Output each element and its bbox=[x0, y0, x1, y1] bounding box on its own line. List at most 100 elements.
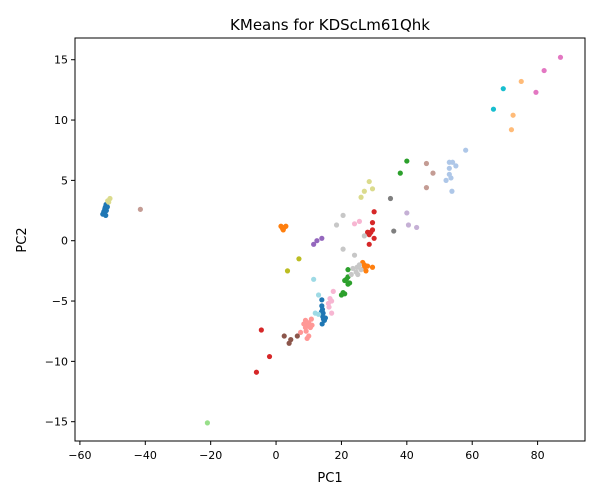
data-point bbox=[443, 177, 449, 183]
data-point bbox=[356, 262, 363, 268]
data-point bbox=[387, 195, 394, 202]
data-point bbox=[355, 271, 361, 278]
x-tick-label: 60 bbox=[465, 449, 479, 462]
data-point bbox=[508, 127, 515, 133]
data-point bbox=[311, 241, 317, 247]
data-point bbox=[348, 271, 354, 278]
data-point bbox=[266, 353, 273, 360]
data-point bbox=[500, 86, 506, 92]
y-axis-label: PC2 bbox=[15, 227, 30, 252]
data-point bbox=[297, 329, 304, 336]
data-point bbox=[453, 163, 459, 169]
data-point bbox=[345, 267, 351, 273]
data-point bbox=[296, 256, 302, 262]
data-point bbox=[541, 67, 547, 74]
y-tick-label: −5 bbox=[52, 295, 68, 308]
data-point bbox=[448, 175, 454, 181]
data-point bbox=[319, 297, 325, 303]
data-point bbox=[404, 210, 410, 216]
data-point bbox=[329, 310, 335, 316]
data-point bbox=[294, 333, 300, 339]
data-point bbox=[371, 235, 377, 241]
y-tick-label: 10 bbox=[54, 114, 68, 127]
data-point bbox=[369, 186, 376, 192]
data-point bbox=[340, 246, 346, 252]
chart-title: KMeans for KDScLm61Qhk bbox=[230, 16, 430, 34]
data-point bbox=[281, 333, 287, 339]
data-point bbox=[338, 292, 345, 298]
x-tick-label: −20 bbox=[199, 449, 222, 462]
data-point bbox=[340, 212, 346, 218]
data-point bbox=[351, 252, 358, 258]
data-point bbox=[106, 199, 112, 205]
data-point bbox=[342, 277, 348, 284]
data-point bbox=[449, 188, 455, 194]
data-point bbox=[463, 147, 469, 153]
data-point bbox=[405, 222, 412, 228]
data-point bbox=[350, 265, 356, 272]
data-point bbox=[358, 194, 364, 200]
x-tick-label: −40 bbox=[134, 449, 157, 462]
data-point bbox=[430, 170, 436, 176]
data-point bbox=[446, 165, 452, 171]
data-point bbox=[351, 221, 358, 227]
data-point bbox=[284, 268, 291, 274]
data-point bbox=[557, 54, 564, 60]
data-point bbox=[518, 78, 524, 85]
x-tick-label: 80 bbox=[531, 449, 545, 462]
data-point bbox=[369, 220, 376, 226]
y-tick-label: 15 bbox=[54, 54, 68, 67]
data-point bbox=[333, 222, 340, 228]
data-point bbox=[490, 106, 497, 112]
x-tick-label: 40 bbox=[400, 449, 414, 462]
x-axis-ticks: −60 −40 −20 0 20 40 60 80 bbox=[68, 441, 545, 462]
data-point bbox=[137, 206, 143, 212]
data-point bbox=[314, 238, 320, 244]
data-point bbox=[358, 267, 364, 273]
data-point bbox=[308, 316, 314, 322]
y-axis-ticks: −15 −10 −5 0 5 10 15 bbox=[45, 54, 75, 429]
data-point bbox=[309, 322, 315, 328]
data-point bbox=[253, 369, 260, 375]
data-point bbox=[533, 89, 539, 95]
data-point bbox=[315, 292, 322, 298]
x-tick-label: 0 bbox=[273, 449, 280, 462]
data-point bbox=[330, 288, 336, 294]
data-point bbox=[315, 311, 322, 317]
x-tick-label: −60 bbox=[68, 449, 91, 462]
data-point bbox=[366, 241, 372, 247]
data-points bbox=[100, 54, 564, 426]
y-tick-label: 5 bbox=[61, 174, 68, 187]
data-point bbox=[311, 276, 317, 282]
data-point bbox=[361, 233, 367, 239]
data-point bbox=[301, 321, 307, 327]
data-point bbox=[283, 223, 289, 229]
data-point bbox=[326, 304, 332, 310]
x-tick-label: 20 bbox=[334, 449, 348, 462]
data-point bbox=[356, 218, 363, 224]
x-axis-label: PC1 bbox=[317, 471, 342, 486]
data-point bbox=[366, 178, 372, 185]
data-point bbox=[286, 340, 292, 346]
data-point bbox=[450, 159, 456, 165]
data-point bbox=[280, 227, 286, 233]
data-point bbox=[391, 228, 397, 234]
y-tick-label: −10 bbox=[45, 355, 68, 368]
data-point bbox=[369, 264, 376, 270]
y-tick-label: −15 bbox=[45, 416, 68, 429]
data-point bbox=[371, 209, 377, 215]
data-point bbox=[304, 335, 310, 342]
y-tick-label: 0 bbox=[61, 235, 68, 248]
data-point bbox=[423, 185, 430, 191]
data-point bbox=[319, 321, 325, 327]
data-point bbox=[361, 188, 367, 194]
data-point bbox=[365, 263, 371, 269]
data-point bbox=[319, 235, 325, 241]
data-point bbox=[322, 315, 329, 321]
data-point bbox=[258, 327, 264, 333]
data-point bbox=[104, 204, 110, 210]
data-point bbox=[423, 160, 430, 167]
data-point bbox=[103, 212, 109, 218]
data-point bbox=[397, 170, 403, 176]
